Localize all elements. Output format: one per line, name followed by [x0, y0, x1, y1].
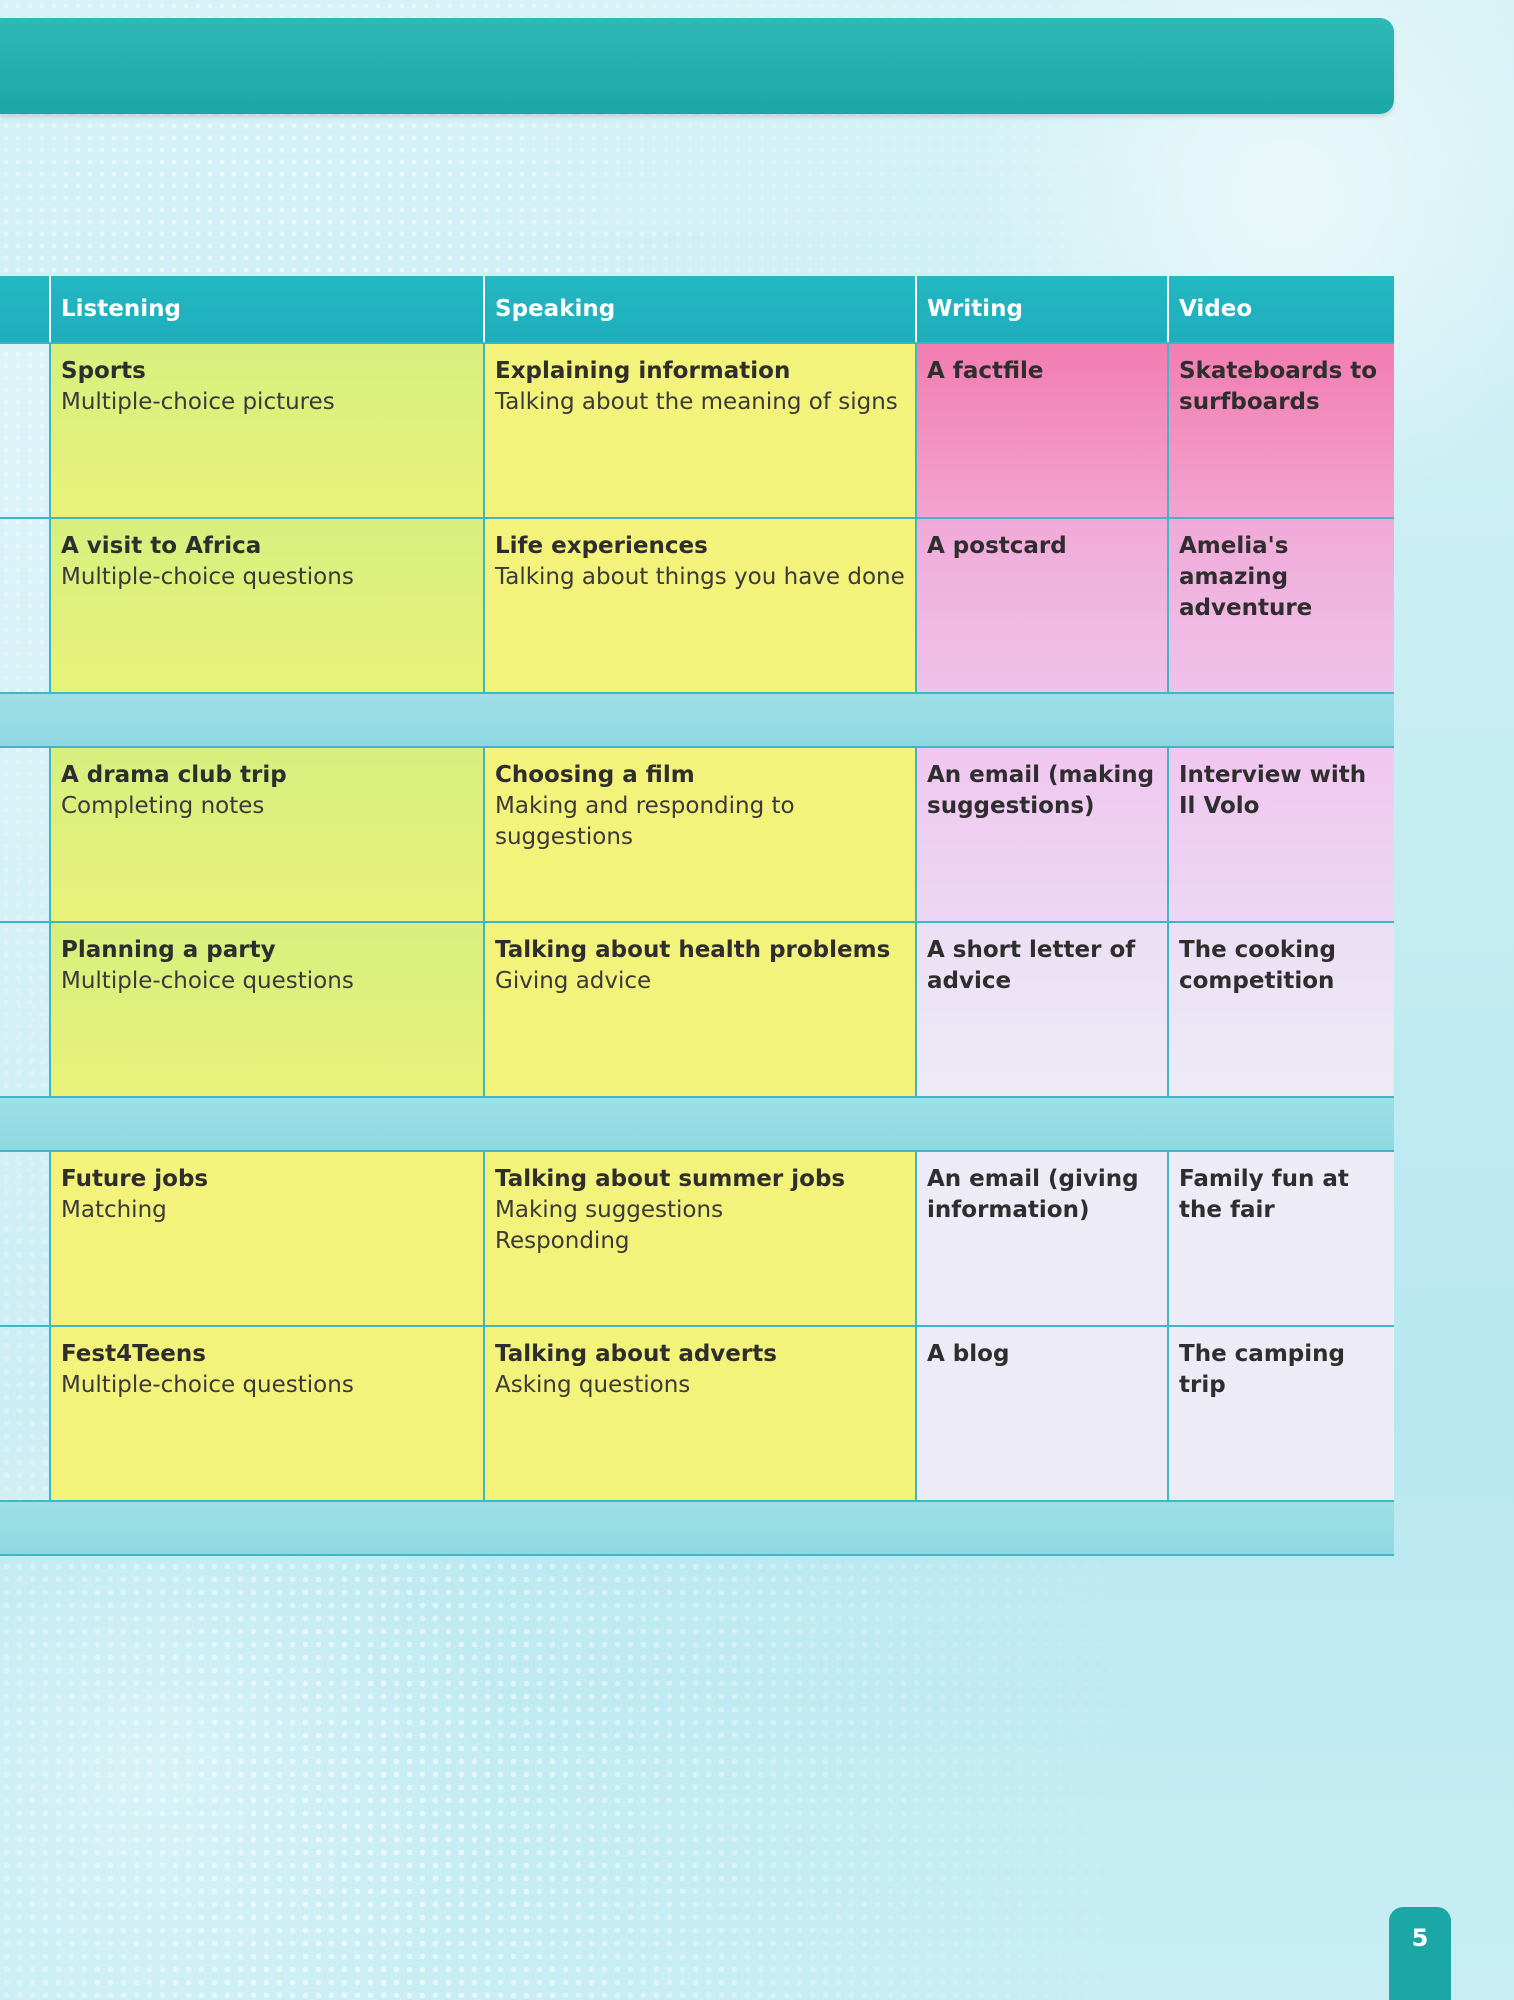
row-spacer [0, 1150, 49, 1325]
video-cell: Family fun at the fair [1167, 1150, 1394, 1325]
speaking-detail: Making and responding to suggestions [495, 793, 795, 850]
speaking-detail: Talking about the meaning of signs [495, 389, 898, 415]
speaking-cell: Life experiences Talking about things yo… [483, 517, 915, 692]
writing-cell: A short letter of advice [915, 921, 1167, 1096]
listening-detail: Multiple-choice questions [61, 564, 354, 590]
table-row: Planning a party Multiple-choice questio… [0, 921, 1394, 1096]
listening-cell: A visit to Africa Multiple-choice questi… [49, 517, 483, 692]
listening-detail: Matching [61, 1197, 167, 1223]
speaking-title: Talking about summer jobs [495, 1166, 846, 1192]
table-row: Sports Multiple-choice pictures Explaini… [0, 342, 1394, 517]
row-spacer [0, 1325, 49, 1500]
section-divider-band [0, 692, 1394, 746]
listening-cell: Planning a party Multiple-choice questio… [49, 921, 483, 1096]
page-number: 5 [1389, 1907, 1451, 2000]
listening-cell: Fest4Teens Multiple-choice questions [49, 1325, 483, 1500]
listening-cell: A drama club trip Completing notes [49, 746, 483, 921]
listening-detail: Multiple-choice questions [61, 968, 354, 994]
speaking-detail: Making suggestions Responding [495, 1197, 724, 1254]
speaking-title: Talking about adverts [495, 1341, 777, 1367]
writing-cell: A postcard [915, 517, 1167, 692]
header-video: Video [1167, 276, 1394, 342]
video-text: Interview with Il Volo [1179, 762, 1367, 819]
speaking-cell: Talking about summer jobs Making suggest… [483, 1150, 915, 1325]
video-text: Family fun at the fair [1179, 1166, 1349, 1223]
video-cell: The camping trip [1167, 1325, 1394, 1500]
listening-cell: Future jobs Matching [49, 1150, 483, 1325]
speaking-cell: Talking about health problems Giving adv… [483, 921, 915, 1096]
row-spacer [0, 746, 49, 921]
row-spacer [0, 517, 49, 692]
listening-title: Future jobs [61, 1166, 209, 1192]
speaking-detail: Giving advice [495, 968, 652, 994]
table-row: Future jobs Matching Talking about summe… [0, 1150, 1394, 1325]
table-row: Fest4Teens Multiple-choice questions Tal… [0, 1325, 1394, 1500]
listening-title: Fest4Teens [61, 1341, 206, 1367]
video-text: Skateboards to surfboards [1179, 358, 1378, 415]
writing-cell: An email (making suggestions) [915, 746, 1167, 921]
row-spacer [0, 342, 49, 517]
table-row: A drama club trip Completing notes Choos… [0, 746, 1394, 921]
writing-text: A blog [927, 1341, 1010, 1367]
video-text: The cooking competition [1179, 937, 1336, 994]
listening-detail: Multiple-choice questions [61, 1372, 354, 1398]
listening-title: A drama club trip [61, 762, 287, 788]
listening-title: A visit to Africa [61, 533, 262, 559]
row-spacer [0, 921, 49, 1096]
video-cell: Interview with Il Volo [1167, 746, 1394, 921]
writing-text: An email (making suggestions) [927, 762, 1155, 819]
writing-cell: An email (giving information) [915, 1150, 1167, 1325]
table-row: A visit to Africa Multiple-choice questi… [0, 517, 1394, 692]
video-text: The camping trip [1179, 1341, 1345, 1398]
video-cell: Amelia's amazing adventure [1167, 517, 1394, 692]
writing-text: A postcard [927, 533, 1067, 559]
writing-text: An email (giving information) [927, 1166, 1139, 1223]
header-writing: Writing [915, 276, 1167, 342]
writing-cell: A blog [915, 1325, 1167, 1500]
listening-detail: Completing notes [61, 793, 265, 819]
listening-title: Planning a party [61, 937, 276, 963]
top-banner [0, 18, 1394, 114]
listening-cell: Sports Multiple-choice pictures [49, 342, 483, 517]
listening-title: Sports [61, 358, 146, 384]
speaking-title: Life experiences [495, 533, 708, 559]
video-cell: The cooking competition [1167, 921, 1394, 1096]
table-header-row: Listening Speaking Writing Video [0, 276, 1394, 342]
header-spacer [0, 276, 49, 342]
speaking-cell: Talking about adverts Asking questions [483, 1325, 915, 1500]
header-listening: Listening [49, 276, 483, 342]
speaking-title: Explaining information [495, 358, 791, 384]
listening-detail: Multiple-choice pictures [61, 389, 335, 415]
speaking-detail: Talking about things you have done [495, 564, 905, 590]
section-divider-band [0, 1096, 1394, 1150]
writing-text: A short letter of advice [927, 937, 1136, 994]
speaking-cell: Choosing a film Making and responding to… [483, 746, 915, 921]
section-divider-band [0, 1500, 1394, 1554]
writing-cell: A factfile [915, 342, 1167, 517]
speaking-cell: Explaining information Talking about the… [483, 342, 915, 517]
video-cell: Skateboards to surfboards [1167, 342, 1394, 517]
speaking-detail: Asking questions [495, 1372, 691, 1398]
header-speaking: Speaking [483, 276, 915, 342]
writing-text: A factfile [927, 358, 1044, 384]
speaking-title: Choosing a film [495, 762, 695, 788]
contents-table: Listening Speaking Writing Video Sports … [0, 276, 1394, 1556]
speaking-title: Talking about health problems [495, 937, 891, 963]
video-text: Amelia's amazing adventure [1179, 533, 1313, 621]
